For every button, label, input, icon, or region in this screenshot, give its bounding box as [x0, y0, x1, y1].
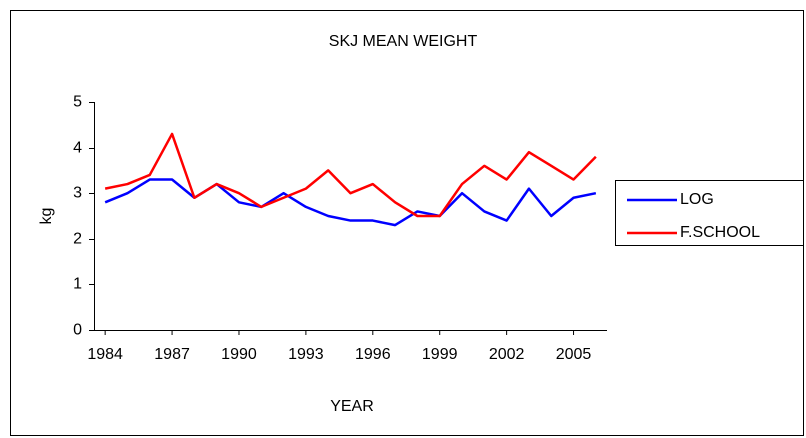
x-tick-label: 1984: [87, 346, 123, 363]
legend-label: LOG: [680, 191, 714, 208]
chart-title: SKJ MEAN WEIGHT: [329, 33, 478, 50]
x-tick-label: 1987: [154, 346, 190, 363]
y-tick-label: 3: [73, 185, 82, 202]
y-tick-label: 5: [73, 94, 82, 111]
x-tick-label: 2002: [489, 346, 525, 363]
x-tick-label: 1993: [288, 346, 324, 363]
y-tick-label: 0: [73, 322, 82, 339]
legend-label: F.SCHOOL: [680, 224, 760, 241]
x-tick-label: 1990: [221, 346, 257, 363]
y-tick-label: 2: [73, 231, 82, 248]
y-tick-label: 1: [73, 276, 82, 293]
y-tick-label: 4: [73, 140, 82, 157]
legend-box: [615, 180, 804, 246]
data-line: [104, 178, 597, 227]
x-tick-label: 2005: [556, 346, 592, 363]
y-axis-label: kg: [38, 208, 55, 225]
x-axis-label: YEAR: [330, 398, 374, 415]
data-line: [104, 132, 597, 218]
x-tick-label: 1999: [422, 346, 458, 363]
x-tick-label: 1996: [355, 346, 391, 363]
